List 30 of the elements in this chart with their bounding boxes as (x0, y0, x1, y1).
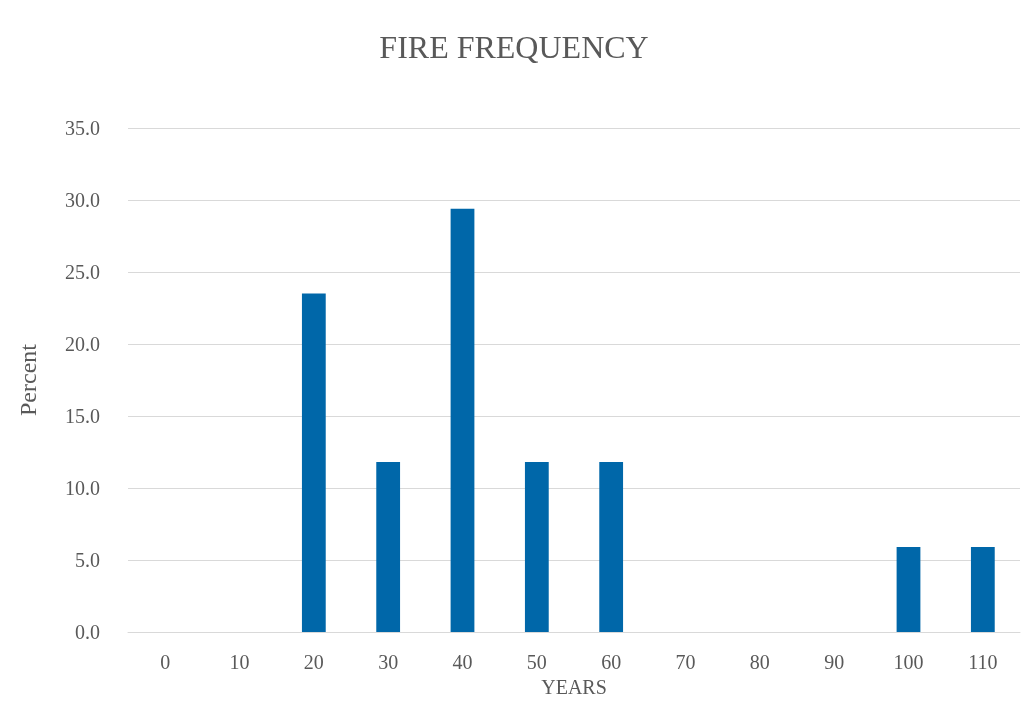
x-tick-label: 50 (526, 651, 547, 673)
x-tick-label: 30 (378, 651, 399, 673)
y-tick-label: 10.0 (65, 477, 100, 499)
bar (450, 208, 475, 632)
bar (599, 462, 624, 632)
y-axis-title: Percent (15, 343, 41, 416)
x-tick-label: 90 (824, 651, 845, 673)
x-tick-label: 40 (452, 651, 473, 673)
y-tick-label: 5.0 (75, 549, 100, 571)
x-tick-label: 110 (968, 651, 998, 673)
bar (524, 462, 549, 632)
y-tick-label: 15.0 (65, 405, 100, 427)
bar (301, 293, 326, 632)
bar (376, 462, 401, 632)
x-tick-label: 10 (229, 651, 250, 673)
bar (970, 547, 995, 632)
x-tick-label: 20 (303, 651, 324, 673)
y-tick-label: 25.0 (65, 261, 100, 283)
bar (896, 547, 921, 632)
x-axis-title: YEARS (541, 676, 607, 698)
x-tick-label: 100 (893, 651, 924, 673)
x-tick-label: 80 (749, 651, 770, 673)
x-tick-label: 70 (675, 651, 696, 673)
y-tick-label: 30.0 (65, 189, 100, 211)
y-tick-label: 20.0 (65, 333, 100, 355)
chart-title: FIRE FREQUENCY (379, 29, 649, 65)
x-tick-label: 0 (160, 651, 171, 673)
y-tick-label: 0.0 (75, 621, 100, 643)
y-tick-label: 35.0 (65, 117, 100, 139)
x-tick-label: 60 (601, 651, 622, 673)
